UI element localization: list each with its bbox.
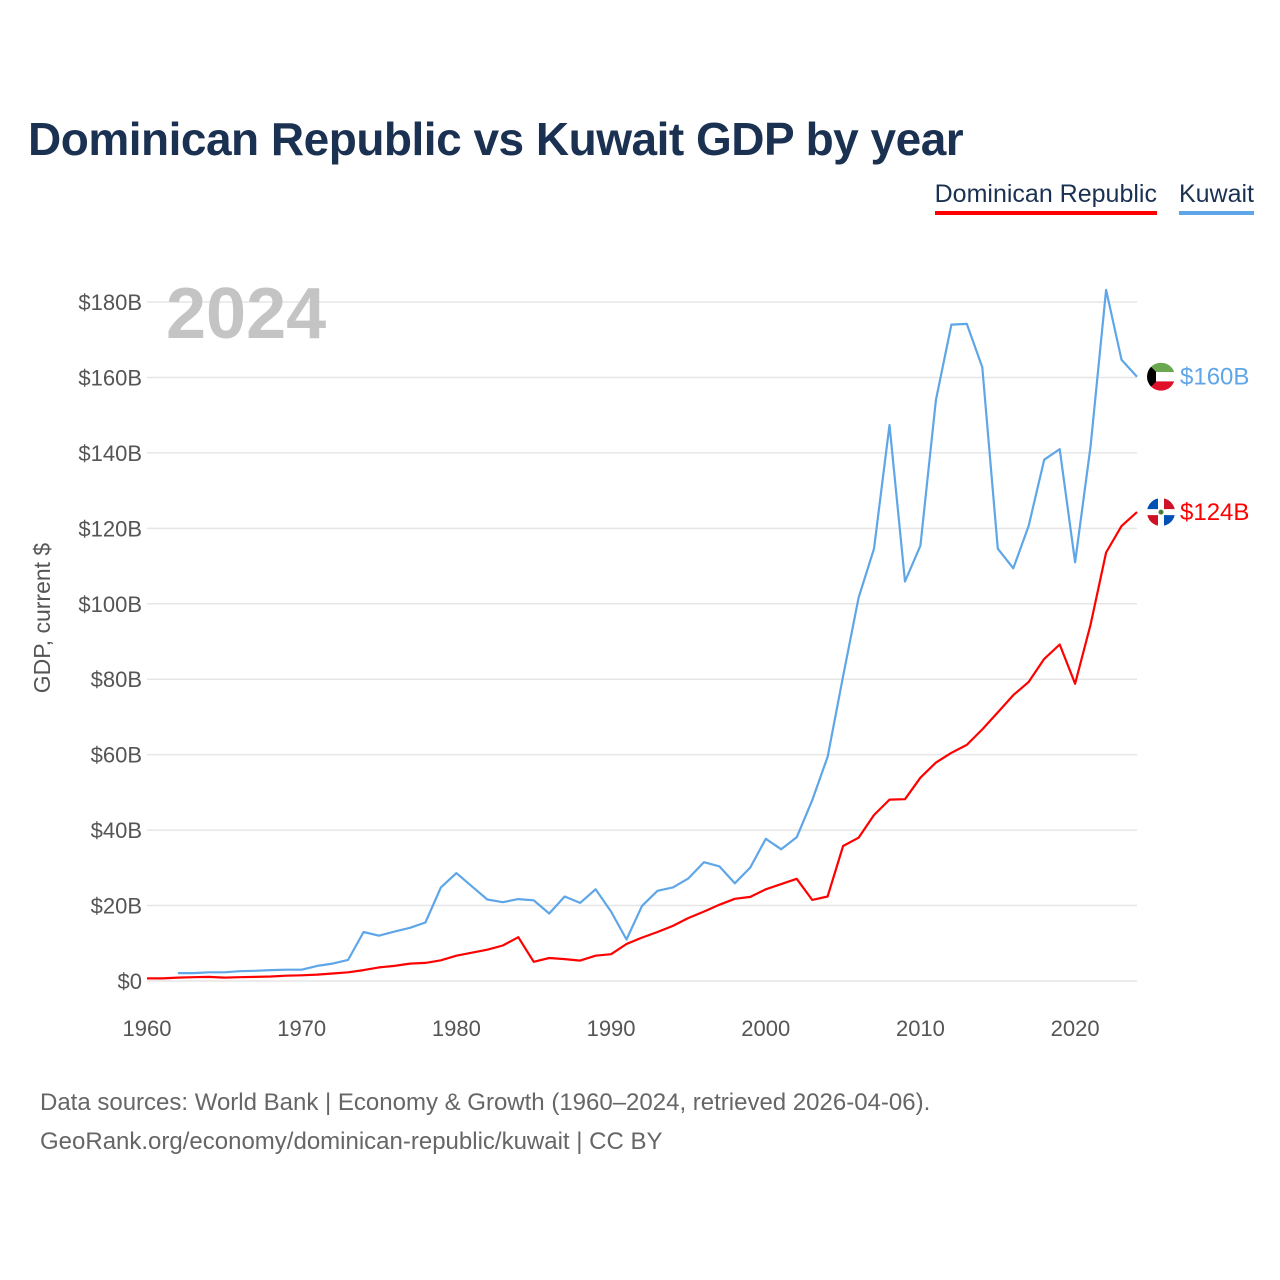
y-tick-label: $180B bbox=[78, 290, 142, 315]
y-tick-label: $140B bbox=[78, 441, 142, 466]
kuwait-flag-icon bbox=[1147, 362, 1175, 391]
source-link[interactable]: GeoRank.org/economy/dominican-republic/k… bbox=[40, 1128, 663, 1155]
x-tick-label: 2020 bbox=[1051, 1016, 1100, 1041]
series-line-kuwait bbox=[177, 288, 1138, 975]
data-source-note: Data sources: World Bank | Economy & Gro… bbox=[40, 1089, 931, 1116]
y-tick-label: $80B bbox=[91, 667, 142, 692]
y-tick-label: $60B bbox=[91, 743, 142, 768]
legend-kuwait[interactable]: Kuwait bbox=[1178, 180, 1254, 215]
series-lines bbox=[147, 288, 1138, 980]
x-tick-label: 1970 bbox=[277, 1016, 326, 1041]
series-line-dominican-republic bbox=[147, 511, 1138, 980]
chart-title: Dominican Republic vs Kuwait GDP by year bbox=[28, 113, 964, 165]
legend-dominican-republic[interactable]: Dominican Republic bbox=[934, 180, 1157, 215]
y-axis-ticks: $0 $20B $40B $60B $80B $100B $120B $140B $160B $1… bbox=[78, 290, 142, 994]
kuwait-end-label: $160B bbox=[1180, 364, 1249, 391]
y-axis-label: GDP, current $ bbox=[29, 543, 55, 694]
y-tick-label: $40B bbox=[91, 818, 142, 843]
y-tick-label: $20B bbox=[91, 894, 142, 919]
x-axis-ticks: 1960 1970 1980 1990 2000 2010 2020 bbox=[123, 1016, 1100, 1041]
y-tick-label: $0 bbox=[118, 969, 142, 994]
dominican-republic-flag-icon bbox=[1147, 498, 1175, 527]
x-tick-label: 1960 bbox=[123, 1016, 172, 1041]
y-tick-label: $120B bbox=[78, 516, 142, 541]
y-tick-label: $160B bbox=[78, 365, 142, 390]
x-tick-label: 2000 bbox=[741, 1016, 790, 1041]
dominican-republic-end-label: $124B bbox=[1180, 499, 1249, 526]
legend: Dominican Republic Kuwait bbox=[934, 180, 1254, 215]
year-watermark: 2024 bbox=[166, 274, 326, 354]
x-tick-label: 1980 bbox=[432, 1016, 481, 1041]
footer: Data sources: World Bank | Economy & Gro… bbox=[40, 1083, 930, 1161]
gridlines bbox=[147, 301, 1137, 982]
x-tick-label: 2010 bbox=[896, 1016, 945, 1041]
x-tick-label: 1990 bbox=[587, 1016, 636, 1041]
end-markers bbox=[1147, 362, 1175, 527]
y-tick-label: $100B bbox=[78, 592, 142, 617]
